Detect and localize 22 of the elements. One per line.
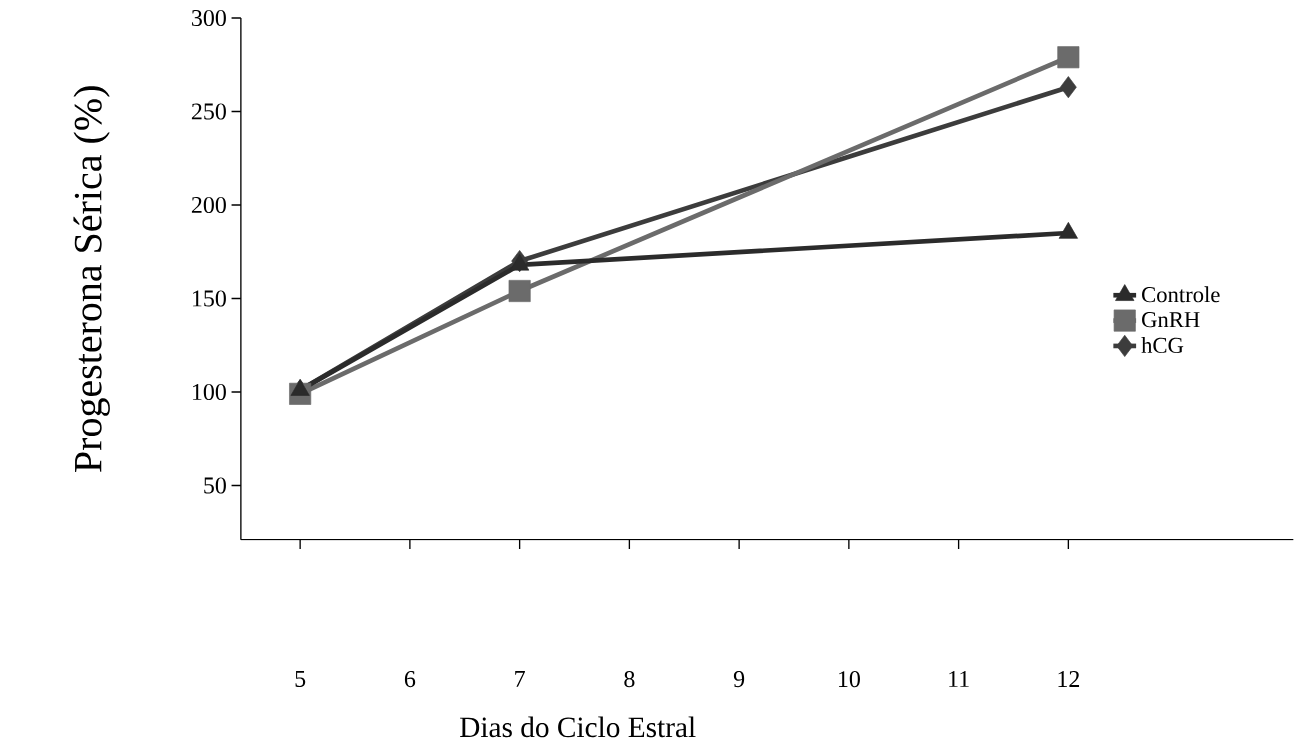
x-tick-label: 7 (515, 671, 525, 687)
y-tick-label: 250 (191, 103, 226, 120)
point (508, 280, 531, 303)
legend-label: GnRH (1142, 312, 1200, 328)
x-tick-label: 8 (624, 671, 635, 688)
legend-label: hCG (1141, 337, 1184, 354)
x-tick-label: 6 (404, 671, 416, 688)
x-axis-title: Dias do Ciclo Estral (460, 716, 696, 738)
x-tick-label: 5 (295, 671, 306, 688)
x-tick-label: 10 (838, 671, 860, 688)
y-tick-label: 300 (192, 10, 226, 27)
point (1060, 76, 1077, 99)
y-tick-label: 100 (192, 384, 226, 401)
x-tick-label: 9 (733, 671, 745, 688)
y-tick-label: 200 (191, 197, 226, 214)
y-tick-label: 150 (192, 290, 226, 307)
legend-label: Controle (1142, 286, 1220, 303)
y-axis-title: Progesterona Sérica (%) (73, 86, 110, 473)
point (1057, 46, 1080, 69)
y-tick-label: 50 (204, 477, 226, 494)
x-tick-label: 12 (1058, 671, 1080, 688)
x-tick-label: 11 (949, 671, 969, 688)
